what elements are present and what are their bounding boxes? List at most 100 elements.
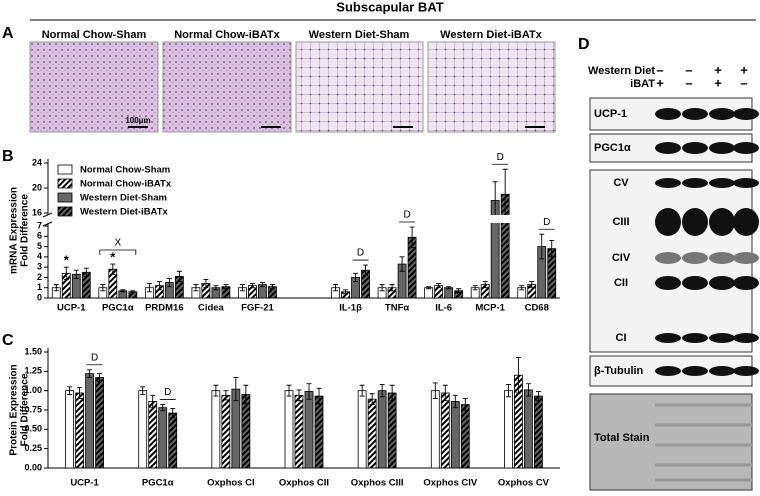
axis-break xyxy=(43,215,560,223)
annotation-bracket xyxy=(99,249,137,255)
error-bar xyxy=(442,384,448,402)
x-tick-label: UCP-1 xyxy=(70,478,99,489)
error-whisker xyxy=(249,283,255,289)
error-bar xyxy=(176,270,182,282)
error-whisker xyxy=(525,383,531,397)
treatment-sign: – xyxy=(740,75,747,90)
error-whisker xyxy=(379,384,385,398)
panel-label: D xyxy=(578,36,590,53)
error-bar xyxy=(239,284,245,292)
bar xyxy=(504,390,513,469)
error-bar xyxy=(223,390,229,401)
bar xyxy=(158,407,168,469)
error-bar xyxy=(456,288,462,294)
error-whisker xyxy=(73,269,79,279)
scale-label: 100μm xyxy=(125,116,150,125)
blot-band xyxy=(655,252,681,264)
bar xyxy=(430,390,440,469)
bar xyxy=(138,390,148,469)
error-whisker xyxy=(446,286,452,290)
micrograph xyxy=(162,41,292,133)
error-whisker xyxy=(296,389,302,402)
legend-label: Normal Chow-Sham xyxy=(80,165,170,176)
error-bar xyxy=(452,394,458,409)
legend-label: Western Diet-Sham xyxy=(80,193,167,204)
treatment-label: Western Diet xyxy=(588,65,655,77)
error-whisker xyxy=(53,284,59,292)
error-bar xyxy=(359,384,365,397)
error-bar xyxy=(436,283,442,289)
panel-label: B xyxy=(2,148,14,165)
blot-band xyxy=(733,178,759,188)
blot-band xyxy=(709,208,735,236)
bar xyxy=(75,392,84,469)
bar xyxy=(450,401,460,469)
x-tick-label: PGC1α xyxy=(142,478,174,489)
error-whisker xyxy=(140,386,146,395)
blot-band xyxy=(733,142,759,154)
error-bar xyxy=(432,382,438,399)
blot-band xyxy=(682,208,708,236)
error-whisker xyxy=(399,256,405,272)
error-bar xyxy=(160,404,166,412)
error-bar xyxy=(446,286,452,290)
error-bar xyxy=(87,369,93,378)
error-whisker xyxy=(223,390,229,401)
bar xyxy=(284,390,294,469)
error-bar xyxy=(223,284,229,290)
y-tick-label: 0 xyxy=(37,292,42,302)
error-bar xyxy=(166,278,172,288)
band-label: PGC1α xyxy=(594,142,631,154)
error-whisker xyxy=(100,284,106,292)
band-label: Total Stain xyxy=(594,432,650,444)
annotation: D xyxy=(357,248,364,259)
error-bar xyxy=(67,386,73,395)
y-tick-label: 1 xyxy=(37,282,42,292)
bar xyxy=(377,390,387,469)
error-whisker xyxy=(176,270,182,282)
blot-band xyxy=(682,366,708,376)
bar xyxy=(357,390,367,469)
error-bar xyxy=(389,284,395,292)
error-whisker xyxy=(269,284,275,290)
error-bar xyxy=(213,285,219,291)
blot-band xyxy=(709,333,735,343)
bar xyxy=(367,398,377,469)
error-bar xyxy=(535,390,541,402)
band-label: CI xyxy=(616,332,627,344)
error-bar xyxy=(472,285,478,291)
error-bar xyxy=(249,283,255,289)
micrographs: Normal Chow-Sham Normal Chow-iBATx Weste… xyxy=(29,29,556,133)
x-tick-label: Oxphos CV xyxy=(498,478,550,489)
error-bar xyxy=(213,384,219,397)
western-blot: Western Diet iBAT UCP-1 PGC1α CV CIII CIV CII… xyxy=(588,65,759,491)
blot-band xyxy=(655,108,681,120)
blot-band xyxy=(682,178,708,188)
error-whisker xyxy=(515,356,521,394)
error-bar xyxy=(233,377,239,402)
error-bar xyxy=(120,289,126,293)
panel-label: A xyxy=(2,25,14,42)
error-bar xyxy=(333,284,339,292)
micrograph-title: Normal Chow-Sham xyxy=(42,29,147,41)
error-whisker xyxy=(130,290,136,294)
error-whisker xyxy=(316,387,322,405)
y-tick-label: 0.75 xyxy=(24,404,42,414)
x-tick-label: PRDM16 xyxy=(145,303,184,314)
error-whisker xyxy=(535,390,541,402)
y-tick-label: 24 xyxy=(32,157,42,167)
error-bar xyxy=(343,289,349,295)
y-tick-label: 0.00 xyxy=(24,462,42,472)
y-tick-label: 16 xyxy=(32,207,42,217)
error-whisker xyxy=(223,284,229,290)
x-tick-label: IL-6 xyxy=(435,303,452,314)
error-whisker xyxy=(343,289,349,295)
blot-band xyxy=(709,252,735,264)
error-whisker xyxy=(472,285,478,291)
blot-band xyxy=(709,108,735,120)
annotation: D xyxy=(403,210,410,221)
bar xyxy=(524,389,533,469)
blot-box xyxy=(589,393,753,491)
error-whisker xyxy=(432,382,438,399)
x-tick-label: Oxphos CI xyxy=(207,478,255,489)
